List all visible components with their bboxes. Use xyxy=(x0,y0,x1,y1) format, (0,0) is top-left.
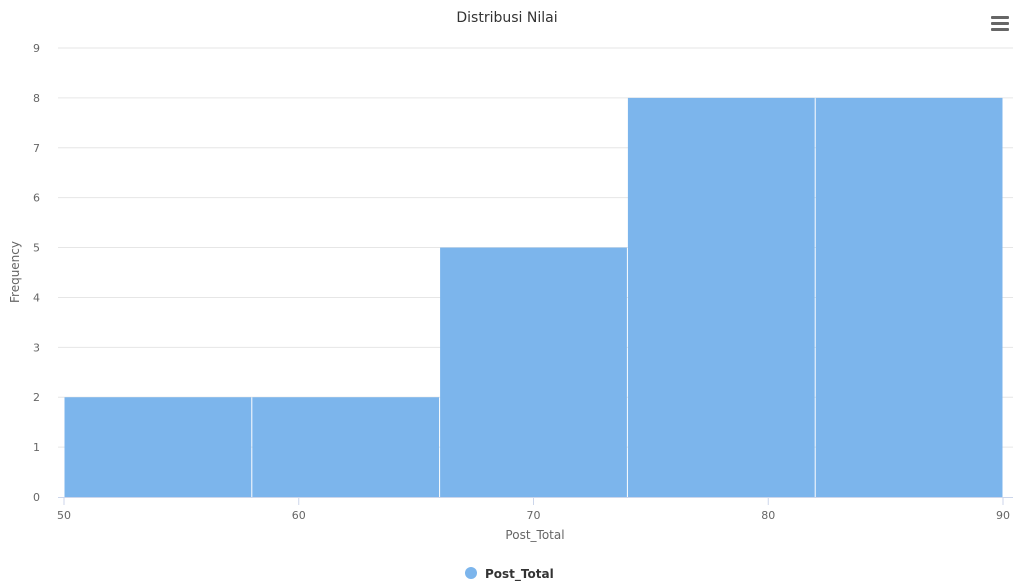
histogram-bar[interactable] xyxy=(627,97,815,497)
legend-series-label[interactable]: Post_Total xyxy=(485,567,554,582)
axes xyxy=(58,497,1013,505)
legend[interactable]: Post_Total xyxy=(465,567,554,582)
chart-title: Distribusi Nilai xyxy=(456,10,557,26)
x-tick-labels: 50 60 70 80 90 xyxy=(57,509,1010,522)
y-tick-labels: 0 1 2 3 4 5 6 7 8 9 xyxy=(33,42,40,504)
menu-bar-line xyxy=(991,28,1009,31)
y-tick-label: 1 xyxy=(33,441,40,454)
histogram-bar[interactable] xyxy=(64,397,252,497)
menu-bar-line xyxy=(991,22,1009,25)
histogram-bar[interactable] xyxy=(815,97,1003,497)
x-tick-label: 50 xyxy=(57,509,71,522)
x-axis-label: Post_Total xyxy=(505,528,564,542)
x-tick-label: 60 xyxy=(292,509,306,522)
y-tick-label: 4 xyxy=(33,291,40,304)
y-tick-label: 5 xyxy=(33,242,40,255)
y-tick-label: 8 xyxy=(33,92,40,105)
bars xyxy=(64,97,1003,497)
x-tick-label: 90 xyxy=(996,509,1010,522)
histogram-bar[interactable] xyxy=(440,247,627,497)
y-tick-label: 7 xyxy=(33,142,40,155)
hamburger-menu-icon[interactable] xyxy=(988,13,1010,33)
y-tick-label: 3 xyxy=(33,341,40,354)
y-tick-label: 2 xyxy=(33,391,40,404)
x-tick-label: 80 xyxy=(761,509,775,522)
x-tick-label: 70 xyxy=(527,509,541,522)
menu-bar-line xyxy=(991,16,1009,19)
y-axis-label: Frequency xyxy=(8,241,22,303)
y-tick-label: 0 xyxy=(33,491,40,504)
histogram-bar[interactable] xyxy=(252,397,440,497)
legend-series-marker xyxy=(465,567,477,579)
y-tick-label: 6 xyxy=(33,192,40,205)
y-tick-label: 9 xyxy=(33,42,40,55)
